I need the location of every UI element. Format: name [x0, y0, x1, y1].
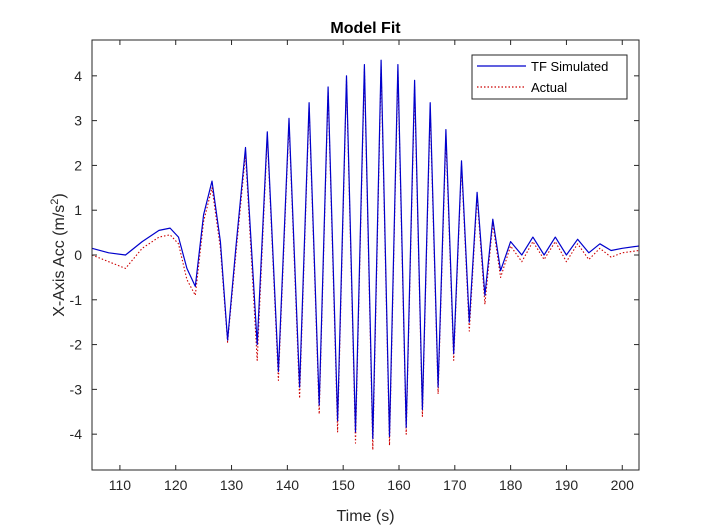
- y-tick-label: -4: [70, 426, 83, 442]
- series-layer: [91, 59, 640, 451]
- x-tick-label: 160: [387, 477, 411, 493]
- x-tick-label: 190: [555, 477, 579, 493]
- chart-title: Model Fit: [330, 20, 401, 37]
- y-axis-title-suffix: ): [51, 193, 68, 198]
- y-tick-label: 2: [74, 157, 82, 173]
- y-tick-label: 1: [74, 202, 82, 218]
- x-tick-label: 130: [220, 477, 244, 493]
- x-tick-label: 120: [164, 477, 188, 493]
- x-tick-label: 170: [443, 477, 467, 493]
- x-tick-label: 150: [331, 477, 355, 493]
- y-axis-title: X-Axis Acc (m/s2): [49, 193, 68, 316]
- legend-box: [471, 54, 628, 100]
- y-tick-label: -3: [70, 381, 83, 397]
- y-tick-label: 0: [74, 247, 82, 263]
- y-tick-label: 3: [74, 113, 82, 129]
- series-line-tf-simulated: [91, 59, 640, 440]
- axes-layer: 110 120 130 140 150 160 170 180 190 200 4 3 2 1 0 -1 -2 -…: [70, 39, 640, 493]
- legend-label-actual: Actual: [531, 80, 567, 95]
- x-tick-label: 110: [109, 477, 132, 493]
- legend-label-tf-simulated: TF Simulated: [531, 59, 608, 74]
- y-axis-title-superscript: 2: [49, 199, 61, 205]
- y-axis-title-main: X-Axis Acc (m/s: [51, 205, 68, 317]
- y-tick-label: -1: [70, 292, 83, 308]
- y-tick-label: -2: [70, 337, 83, 353]
- x-tick-label: 200: [611, 477, 635, 493]
- x-tick-label: 140: [276, 477, 300, 493]
- x-tick-label: 180: [499, 477, 523, 493]
- x-axis-title: Time (s): [336, 508, 394, 525]
- y-tick-label: 4: [74, 68, 82, 84]
- legend: TF Simulated Actual: [471, 54, 628, 100]
